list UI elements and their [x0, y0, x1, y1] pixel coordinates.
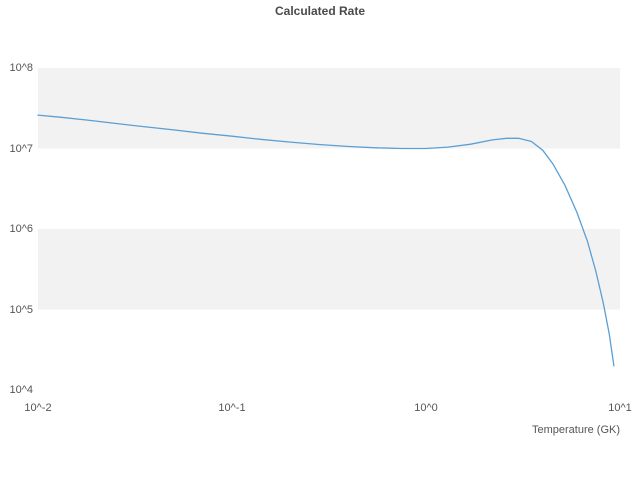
- x-tick-label: 10^-2: [24, 402, 52, 414]
- chart-title: Calculated Rate: [274, 4, 366, 18]
- background-band: [38, 229, 620, 310]
- background-band: [38, 68, 620, 149]
- y-tick-label: 10^7: [9, 142, 33, 155]
- y-tick-label: 10^4: [9, 384, 33, 396]
- y-tick-label: 10^6: [9, 223, 33, 235]
- y-tick-label: 10^5: [9, 303, 33, 316]
- x-axis-label: Temperature (GK): [531, 424, 620, 436]
- x-tick-label: 10^1: [608, 402, 632, 414]
- x-tick-label: 10^-1: [218, 402, 246, 414]
- y-tick-label: 10^8: [9, 62, 33, 74]
- x-tick-label: 10^0: [414, 402, 438, 414]
- data-line-calculated-rate: [37, 114, 615, 367]
